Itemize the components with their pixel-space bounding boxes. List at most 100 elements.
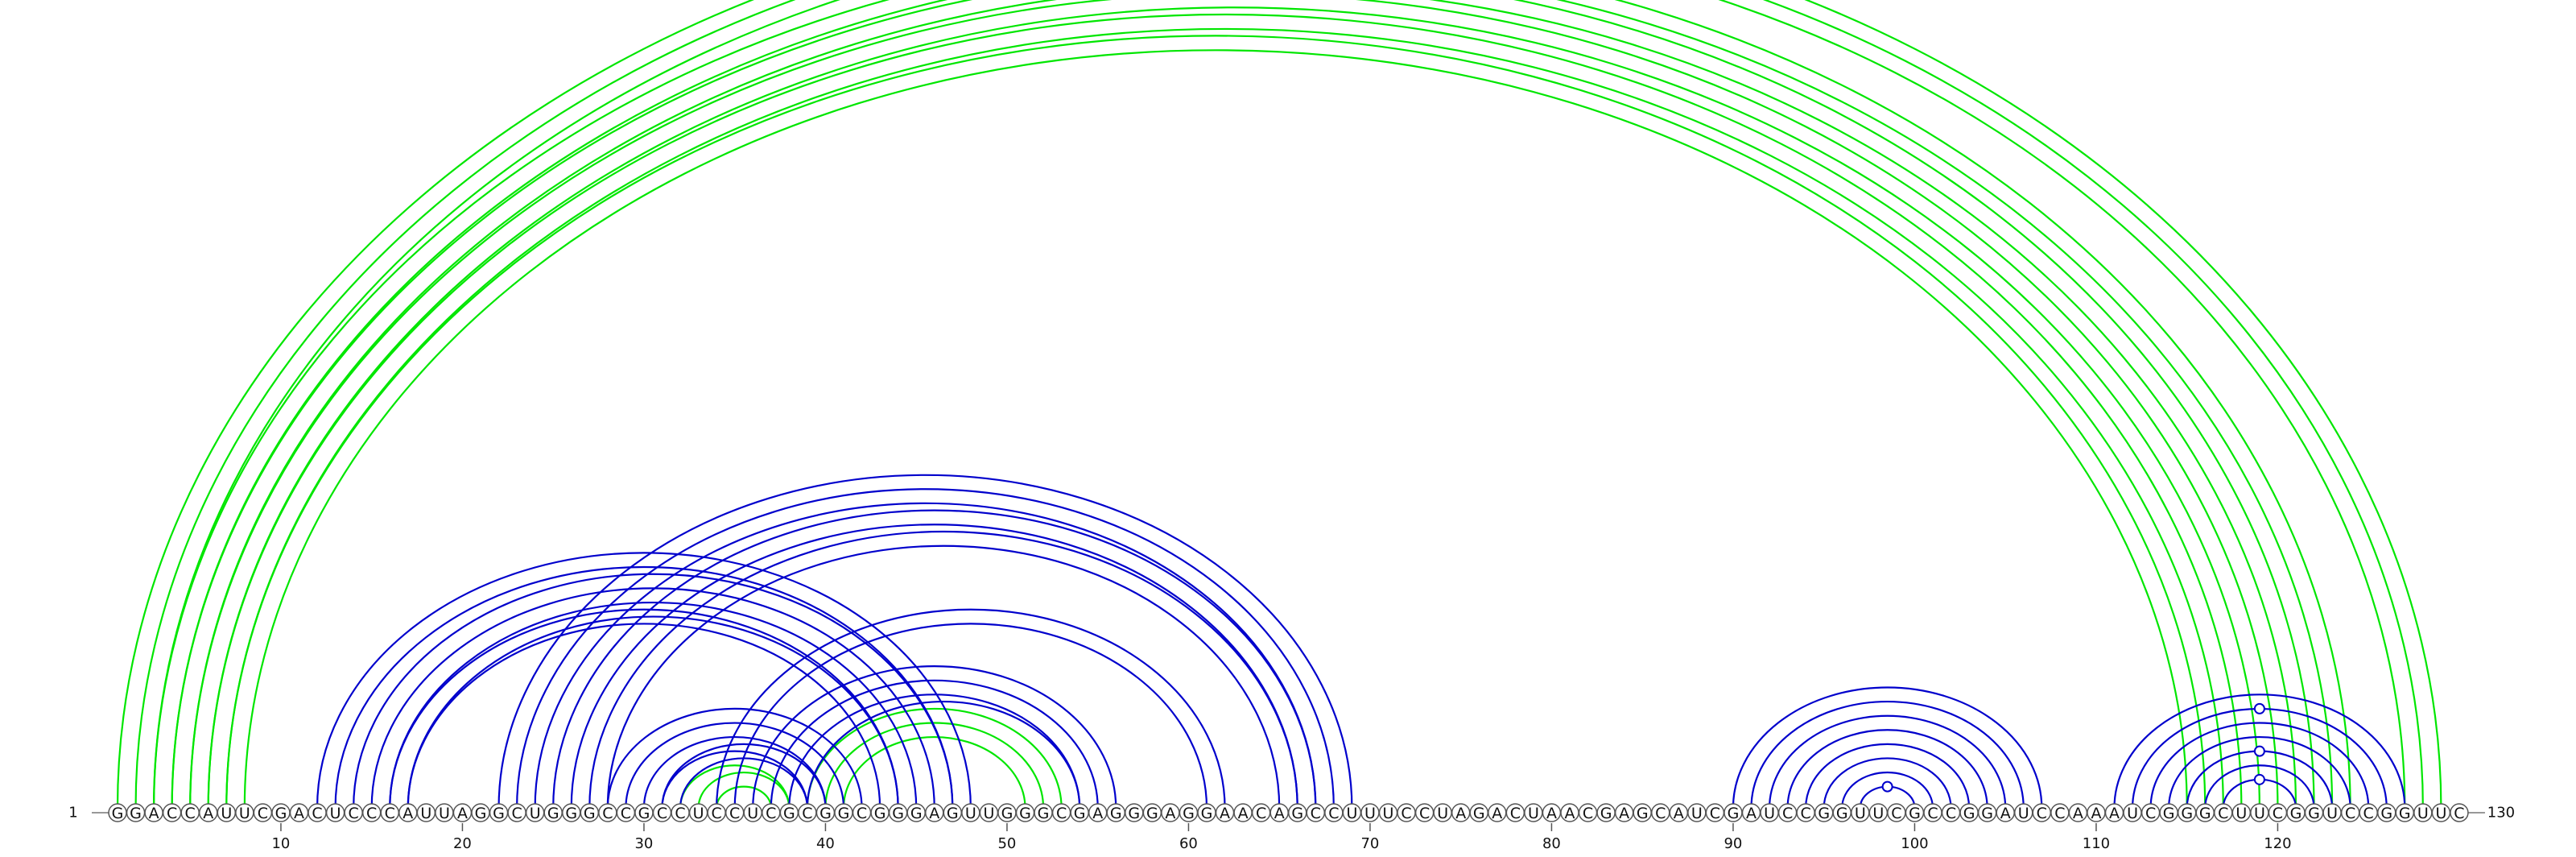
arc-green-3-127 bbox=[153, 0, 2406, 809]
nucleotide-91: A bbox=[1741, 803, 1761, 822]
nucleotide-98: U bbox=[1868, 803, 1889, 822]
nucleotide-109: A bbox=[2068, 803, 2088, 822]
nucleotide-letter: U bbox=[2235, 805, 2247, 822]
nucleotide-letter: A bbox=[1165, 805, 1175, 822]
nucleotide-6: A bbox=[199, 803, 218, 822]
arc-blue-34-62 bbox=[716, 608, 1226, 809]
nucleotide-53: C bbox=[1051, 803, 1071, 822]
nucleotide-39: C bbox=[798, 803, 817, 822]
nucleotide-48: U bbox=[961, 803, 980, 822]
arc-green-41-51 bbox=[842, 736, 1026, 809]
nucleotide-81: A bbox=[1560, 803, 1579, 822]
nucleotide-letter: C bbox=[1311, 805, 1321, 822]
nucleotide-2: G bbox=[126, 803, 146, 822]
nucleotide-letter: C bbox=[1655, 805, 1666, 822]
nucleotide-letter: A bbox=[2091, 805, 2101, 822]
nucleotide-116: G bbox=[2195, 803, 2215, 822]
nucleotide-27: G bbox=[580, 803, 600, 822]
nucleotide-125: C bbox=[2359, 803, 2378, 822]
arc-green-7-117 bbox=[225, 27, 2224, 809]
nucleotide-letter: A bbox=[1092, 805, 1103, 822]
nucleotide-112: U bbox=[2123, 803, 2142, 822]
nucleotide-letter: G bbox=[2199, 805, 2211, 822]
arc-blue-31-39 bbox=[661, 750, 808, 809]
nucleotide-letter: C bbox=[511, 805, 522, 822]
arc-blue-114-124 bbox=[2168, 736, 2351, 809]
nucleotide-87: A bbox=[1669, 803, 1689, 822]
nucleotide-14: C bbox=[344, 803, 363, 822]
arc-blue-17-43 bbox=[407, 623, 881, 809]
nucleotide-letter: C bbox=[2345, 805, 2355, 822]
arc-blue-91-106 bbox=[1750, 700, 2025, 809]
nucleotide-letter: G bbox=[1128, 805, 1140, 822]
arc-blue-39-54 bbox=[806, 700, 1081, 809]
nucleotide-85: G bbox=[1633, 803, 1652, 822]
nucleotide-16: C bbox=[380, 803, 399, 822]
nucleotide-86: C bbox=[1651, 803, 1670, 822]
tick-label-30: 30 bbox=[634, 835, 653, 852]
nucleotide-104: G bbox=[1977, 803, 1997, 822]
nucleotide-letter: A bbox=[294, 805, 304, 822]
nucleotide-letter: U bbox=[2254, 805, 2265, 822]
nucleotide-letter: C bbox=[2218, 805, 2228, 822]
arc-green-33-38 bbox=[697, 771, 791, 809]
nucleotide-letter: G bbox=[874, 805, 886, 822]
nucleotide-letter: A bbox=[1546, 805, 1557, 822]
nucleotide-letter: U bbox=[2326, 805, 2338, 822]
nucleotide-19: U bbox=[435, 803, 454, 822]
nucleotide-letter: G bbox=[1001, 805, 1013, 822]
nucleotide-59: A bbox=[1161, 803, 1180, 822]
arc-blue-29-41 bbox=[625, 722, 845, 809]
arc-blue-15-46 bbox=[370, 587, 935, 809]
nucleotide-letter: A bbox=[457, 805, 468, 822]
nucleotide-letter: C bbox=[1056, 805, 1067, 822]
nucleotide-10: G bbox=[271, 803, 291, 822]
nucleotide-34: C bbox=[707, 803, 726, 822]
arc-marker-1 bbox=[1881, 780, 1893, 793]
start-label: 1 bbox=[68, 805, 77, 822]
nucleotide-69: U bbox=[1342, 803, 1362, 822]
nucleotide-35: C bbox=[724, 803, 745, 822]
arc-blue-38-54 bbox=[788, 693, 1081, 809]
nucleotide-letter: C bbox=[857, 805, 867, 822]
nucleotide-89: C bbox=[1705, 803, 1725, 822]
nucleotide-11: A bbox=[289, 803, 309, 822]
nucleotide-33: U bbox=[688, 803, 708, 822]
nucleotide-letter: G bbox=[2163, 805, 2175, 822]
arc-blue-13-47 bbox=[334, 565, 954, 809]
tick-label-40: 40 bbox=[816, 835, 835, 852]
arc-green-1-129 bbox=[116, 0, 2442, 809]
nucleotide-62: A bbox=[1215, 803, 1235, 822]
arc-blue-23-68 bbox=[516, 488, 1335, 809]
arc-blue-14-47 bbox=[353, 573, 954, 809]
arc-blue-116-122 bbox=[2204, 764, 2315, 809]
nucleotide-68: C bbox=[1324, 803, 1344, 822]
nucleotide-75: A bbox=[1451, 803, 1471, 822]
nucleotide-letter: C bbox=[1419, 805, 1430, 822]
nucleotide-letter: C bbox=[1801, 805, 1811, 822]
nucleotide-letter: C bbox=[712, 805, 722, 822]
nucleotide-67: C bbox=[1306, 803, 1326, 822]
nucleotide-76: G bbox=[1469, 803, 1488, 822]
nucleotide-117: C bbox=[2214, 803, 2233, 822]
nucleotide-31: C bbox=[652, 803, 672, 822]
arc-green-7-116 bbox=[225, 35, 2207, 809]
nucleotide-41: G bbox=[834, 803, 853, 822]
nucleotide-111: A bbox=[2104, 803, 2124, 822]
nucleotide-77: A bbox=[1488, 803, 1507, 822]
arc-blue-35-61 bbox=[733, 623, 1208, 809]
nucleotide-15: C bbox=[361, 803, 382, 822]
nucleotide-65: A bbox=[1269, 803, 1289, 822]
nucleotide-letter: U bbox=[965, 805, 976, 822]
nucleotide-44: G bbox=[888, 803, 908, 822]
nucleotide-letter: U bbox=[747, 805, 758, 822]
nucleotide-40: G bbox=[815, 803, 836, 822]
tick-label-20: 20 bbox=[453, 835, 472, 852]
nucleotide-letter: G bbox=[783, 805, 795, 822]
nucleotide-72: C bbox=[1397, 803, 1416, 822]
tick-label-100: 100 bbox=[1901, 835, 1928, 852]
nucleotide-9: C bbox=[253, 803, 273, 822]
nucleotide-letter: G bbox=[1963, 805, 1975, 822]
nucleotide-letter: C bbox=[802, 805, 812, 822]
nucleotide-130: C bbox=[2450, 803, 2469, 822]
